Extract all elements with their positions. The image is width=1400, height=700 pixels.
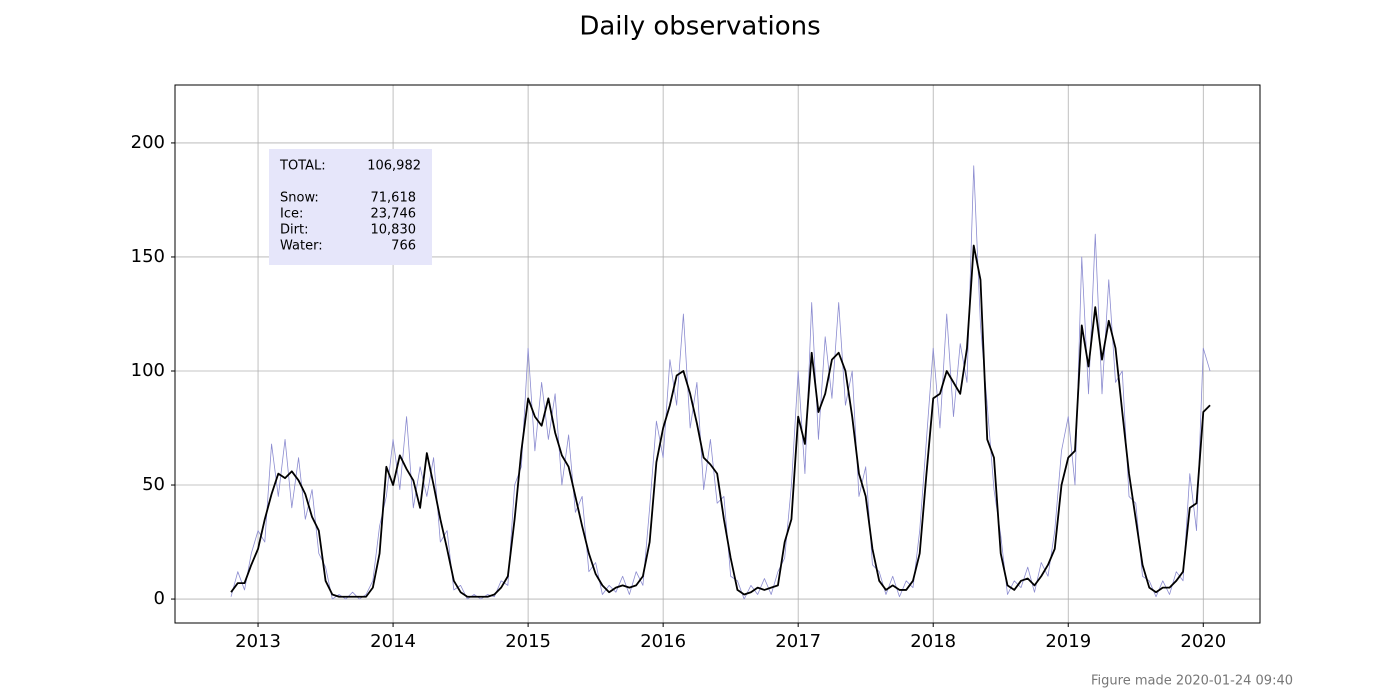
x-tick-label: 2013 (235, 631, 281, 652)
footer: Figure made 2020-01-24 09:40 (1091, 674, 1293, 689)
summary-box (269, 149, 432, 265)
summary-value: 71,618 (371, 191, 417, 206)
summary-label: Dirt: (280, 223, 308, 238)
summary-value: 106,982 (367, 159, 421, 174)
plot-frame (174, 84, 1261, 624)
summary-value: 10,830 (371, 223, 417, 238)
y-tick-label: 150 (131, 246, 165, 267)
x-tick-label: 2020 (1180, 631, 1226, 652)
summary-value: 23,746 (371, 207, 417, 222)
y-tick-label: 0 (154, 588, 165, 609)
data-line (230, 244, 1211, 598)
x-tick-label: 2019 (1045, 631, 1091, 652)
chart-title: Daily observations (579, 12, 820, 42)
y-tick-label: 100 (131, 360, 165, 381)
summary-label: TOTAL: (279, 159, 326, 174)
summary-label: Ice: (280, 207, 303, 222)
x-tick-label: 2014 (370, 631, 416, 652)
summary-value: 766 (391, 239, 416, 254)
x-tick-label: 2017 (775, 631, 821, 652)
y-tick-label: 200 (131, 132, 165, 153)
x-tick-label: 2016 (640, 631, 686, 652)
x-tick-label: 2015 (505, 631, 551, 652)
y-tick-label: 50 (142, 474, 165, 495)
summary-label: Snow: (280, 191, 319, 206)
x-tick-label: 2018 (910, 631, 956, 652)
summary-label: Water: (280, 239, 323, 254)
